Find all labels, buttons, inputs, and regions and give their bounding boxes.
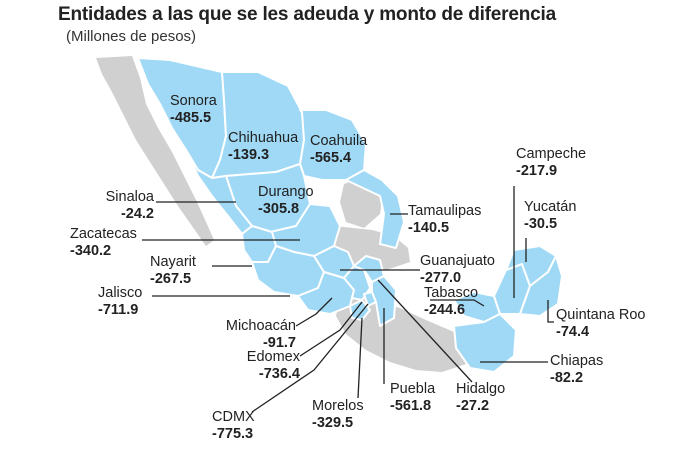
state-value: -775.3 (212, 426, 254, 442)
state-value: -736.4 (258, 366, 300, 382)
label-chihuahua: Chihuahua -139.3 (228, 130, 298, 164)
label-tamaulipas: Tamaulipas -140.5 (408, 203, 481, 237)
state-value: -140.5 (408, 220, 450, 236)
state-value: -485.5 (170, 110, 212, 126)
leader-michoacan (295, 297, 333, 327)
state-value: -267.5 (150, 271, 192, 287)
leader-hidalgo (377, 279, 473, 383)
label-zacatecas: Zacatecas -340.2 (70, 226, 137, 260)
label-coahuila: Coahuila -565.4 (310, 133, 367, 167)
leader-lines (142, 186, 554, 413)
state-name: Tamaulipas (408, 203, 482, 219)
leader-quintana-roo (547, 300, 554, 323)
state-name: Coahuila (310, 133, 368, 149)
state-value: -277.0 (420, 270, 462, 286)
state-name: CDMX (212, 409, 255, 425)
label-hidalgo: Hidalgo -27.2 (456, 381, 505, 415)
chart-subtitle: (Millones de pesos) (66, 28, 197, 45)
state-value: -561.8 (390, 398, 432, 414)
state-name: Chiapas (550, 353, 604, 369)
state-name: Durango (258, 184, 314, 200)
state-name: Campeche (516, 146, 587, 162)
state-value: -217.9 (516, 163, 558, 179)
state-name: Chihuahua (228, 130, 299, 146)
label-durango: Durango -305.8 (258, 184, 314, 218)
state-value: -139.3 (228, 147, 270, 163)
state-value: -91.7 (262, 335, 296, 351)
state-value: -244.6 (424, 302, 466, 318)
quintana-roo-shape (519, 255, 563, 317)
state-name: Morelos (312, 398, 364, 414)
highlighted-states (137, 57, 563, 373)
label-chiapas: Chiapas -82.2 (550, 353, 603, 387)
puebla-shape (371, 275, 397, 327)
southern-gray-shape (336, 296, 470, 372)
chiapas-shape (453, 313, 517, 373)
label-quintana-roo: Quintana Roo -74.4 (556, 307, 645, 341)
label-campeche: Campeche -217.9 (516, 146, 586, 180)
state-value: -74.4 (556, 324, 590, 340)
state-name: Michoacán (225, 318, 296, 334)
state-name: Zacatecas (70, 226, 137, 242)
state-value: -82.2 (550, 370, 584, 386)
label-guanajuato: Guanajuato -277.0 (420, 253, 495, 287)
state-value: -24.2 (120, 206, 154, 222)
state-name: Yucatán (524, 199, 577, 215)
state-name: Quintana Roo (556, 307, 646, 323)
leader-morelos (357, 317, 363, 399)
state-name: Tabasco (424, 285, 479, 301)
tamaulipas-shape (345, 169, 405, 249)
state-name: Puebla (390, 381, 436, 397)
coahuila-shape (299, 109, 367, 181)
label-michoacan: Michoacán -91.7 (212, 318, 296, 352)
label-nayarit: Nayarit -267.5 (150, 254, 196, 288)
state-value: -340.2 (70, 243, 112, 259)
state-name: Nayarit (150, 254, 196, 270)
label-edomex: Edomex -736.4 (222, 349, 300, 383)
state-value: -305.8 (258, 201, 300, 217)
baja-california-shape (96, 56, 214, 246)
state-name: Sinaloa (105, 189, 154, 205)
label-sonora: Sonora -485.5 (170, 93, 217, 127)
label-jalisco: Jalisco -711.9 (98, 285, 142, 319)
label-puebla: Puebla -561.8 (390, 381, 435, 415)
state-name: Jalisco (98, 285, 143, 301)
label-sinaloa: Sinaloa -24.2 (98, 189, 154, 223)
state-value: -329.5 (312, 415, 354, 431)
state-value: -27.2 (456, 398, 490, 414)
state-name: Edomex (246, 349, 300, 365)
state-name: Sonora (170, 93, 217, 109)
label-tabasco: Tabasco -244.6 (424, 285, 478, 319)
leader-edomex (299, 301, 363, 357)
label-cdmx: CDMX -775.3 (212, 409, 255, 443)
leader-tabasco (430, 299, 485, 307)
state-name: Guanajuato (420, 253, 495, 269)
label-morelos: Morelos -329.5 (312, 398, 364, 432)
leader-cdmx (251, 303, 369, 413)
chart-title: Entidades a las que se les adeuda y mont… (58, 4, 556, 25)
state-value: -30.5 (524, 216, 558, 232)
label-yucatan: Yucatán -30.5 (524, 199, 576, 233)
state-name: Hidalgo (456, 381, 506, 397)
state-value: -565.4 (310, 150, 352, 166)
state-value: -711.9 (98, 302, 139, 318)
